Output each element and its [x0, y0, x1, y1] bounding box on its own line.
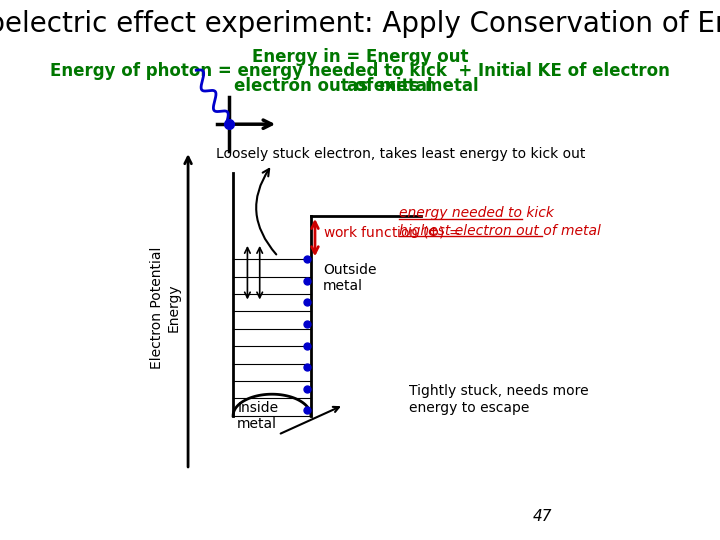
Text: 47: 47	[533, 509, 552, 524]
Text: Inside
metal: Inside metal	[237, 401, 279, 431]
Text: highest electron out of metal: highest electron out of metal	[399, 224, 600, 238]
Text: Outside
metal: Outside metal	[323, 263, 377, 293]
Text: Photoelectric effect experiment: Apply Conservation of Energy: Photoelectric effect experiment: Apply C…	[0, 10, 720, 38]
Text: Electron Potential
Energy: Electron Potential Energy	[150, 247, 181, 369]
Text: Loosely stuck electron, takes least energy to kick out: Loosely stuck electron, takes least ener…	[216, 147, 585, 161]
Text: energy needed to kick: energy needed to kick	[399, 206, 554, 220]
Text: Energy of photon = energy needed to kick  + Initial KE of electron: Energy of photon = energy needed to kick…	[50, 62, 670, 80]
Text: electron out of metal: electron out of metal	[234, 77, 433, 95]
Text: Tightly stuck, needs more
energy to escape: Tightly stuck, needs more energy to esca…	[409, 384, 589, 415]
Text: Energy in = Energy out: Energy in = Energy out	[252, 48, 468, 66]
Text: work function ($\Phi$) =: work function ($\Phi$) =	[323, 224, 462, 240]
Text: as exits metal: as exits metal	[348, 77, 479, 95]
